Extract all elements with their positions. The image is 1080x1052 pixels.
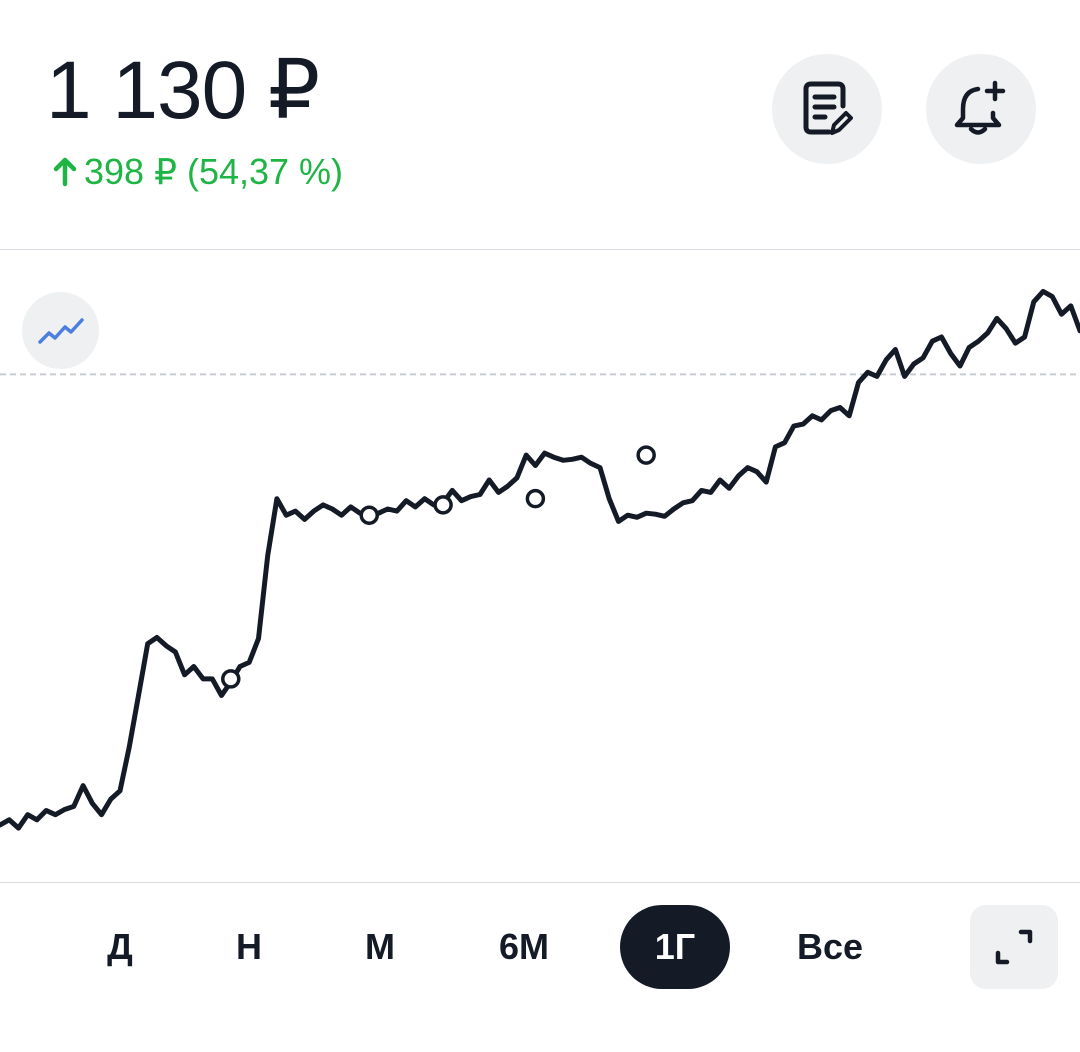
note-edit-icon [803, 81, 853, 135]
period-month[interactable]: М [365, 926, 395, 967]
event-marker[interactable] [636, 445, 656, 465]
current-price: 1 130 ₽ [46, 45, 320, 136]
arrow-up-icon [53, 157, 77, 187]
expand-icon [995, 929, 1033, 965]
period-all[interactable]: Все [796, 926, 864, 967]
period-6-months[interactable]: 6М [498, 926, 549, 967]
event-marker[interactable] [221, 669, 241, 689]
price-line [0, 288, 1080, 831]
period-day[interactable]: Д [107, 926, 133, 967]
line-chart-icon [37, 317, 84, 344]
top-divider [0, 249, 1080, 250]
notes-button[interactable] [772, 54, 882, 164]
chart-type-button[interactable] [22, 292, 99, 369]
period-selector: Д Н М 6М 1Г Все [0, 905, 1080, 989]
event-markers [221, 445, 656, 689]
event-marker[interactable] [433, 495, 453, 515]
add-alert-button[interactable] [926, 54, 1036, 164]
period-week[interactable]: Н [236, 926, 262, 967]
event-marker[interactable] [525, 488, 546, 509]
period-1-year[interactable]: 1Г [620, 905, 730, 989]
price-chart[interactable] [0, 250, 1080, 882]
bottom-divider [0, 882, 1080, 883]
price-change-value: 398 ₽ (54,37 %) [84, 151, 344, 192]
bell-plus-icon [954, 80, 1006, 135]
event-marker[interactable] [359, 505, 379, 525]
fullscreen-button[interactable] [970, 905, 1058, 989]
price-change: 398 ₽ (54,37 %) [52, 154, 343, 190]
